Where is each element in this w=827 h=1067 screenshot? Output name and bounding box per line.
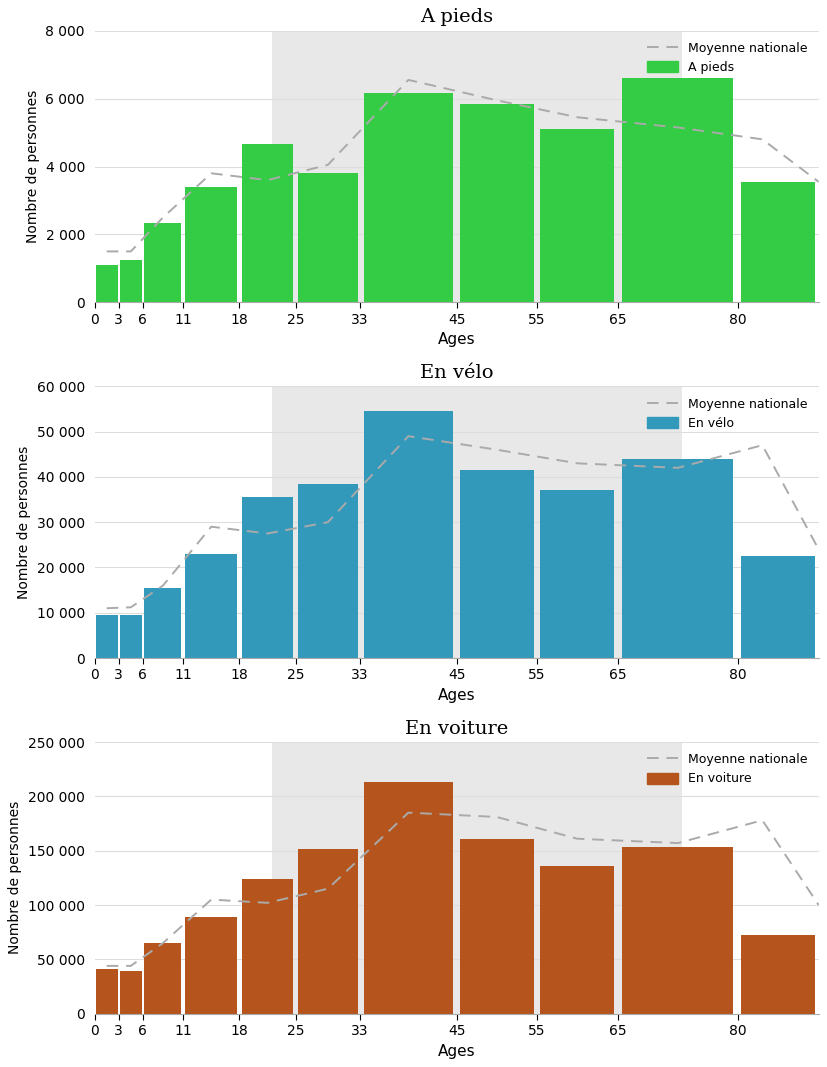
Bar (271, 31, 682, 302)
Bar (241, 144, 294, 302)
Bar (271, 386, 682, 658)
Bar (299, 483, 357, 658)
Bar (185, 917, 237, 1014)
Bar (460, 839, 534, 1014)
Bar (364, 782, 452, 1014)
Legend: Moyenne nationale, En voiture: Moyenne nationale, En voiture (642, 748, 812, 791)
Bar (540, 129, 614, 302)
Legend: Moyenne nationale, En vélo: Moyenne nationale, En vélo (642, 393, 812, 435)
Bar (96, 615, 117, 658)
Bar (540, 866, 614, 1014)
Bar (742, 181, 815, 302)
X-axis label: Ages: Ages (437, 688, 476, 703)
Title: En voiture: En voiture (405, 719, 509, 737)
Legend: Moyenne nationale, A pieds: Moyenne nationale, A pieds (642, 37, 812, 79)
Bar (364, 411, 452, 658)
Bar (623, 847, 734, 1014)
Bar (145, 223, 181, 302)
Bar (623, 459, 734, 658)
Bar (96, 969, 117, 1014)
X-axis label: Ages: Ages (437, 1044, 476, 1058)
Bar (241, 879, 294, 1014)
Bar (364, 94, 452, 302)
Bar (96, 265, 117, 302)
Y-axis label: Nombre de personnes: Nombre de personnes (17, 446, 31, 599)
Bar (460, 103, 534, 302)
Bar (145, 588, 181, 658)
Bar (299, 173, 357, 302)
Bar (299, 848, 357, 1014)
Title: A pieds: A pieds (420, 9, 493, 27)
Bar (120, 615, 142, 658)
Bar (742, 936, 815, 1014)
Bar (623, 78, 734, 302)
Bar (540, 491, 614, 658)
Title: En vélo: En vélo (420, 364, 494, 382)
Bar (120, 260, 142, 302)
X-axis label: Ages: Ages (437, 332, 476, 348)
Bar (120, 971, 142, 1014)
Bar (241, 497, 294, 658)
Bar (145, 943, 181, 1014)
Y-axis label: Nombre de personnes: Nombre de personnes (8, 801, 22, 955)
Bar (271, 742, 682, 1014)
Bar (460, 471, 534, 658)
Y-axis label: Nombre de personnes: Nombre de personnes (26, 90, 40, 243)
Bar (185, 554, 237, 658)
Bar (742, 556, 815, 658)
Bar (185, 187, 237, 302)
